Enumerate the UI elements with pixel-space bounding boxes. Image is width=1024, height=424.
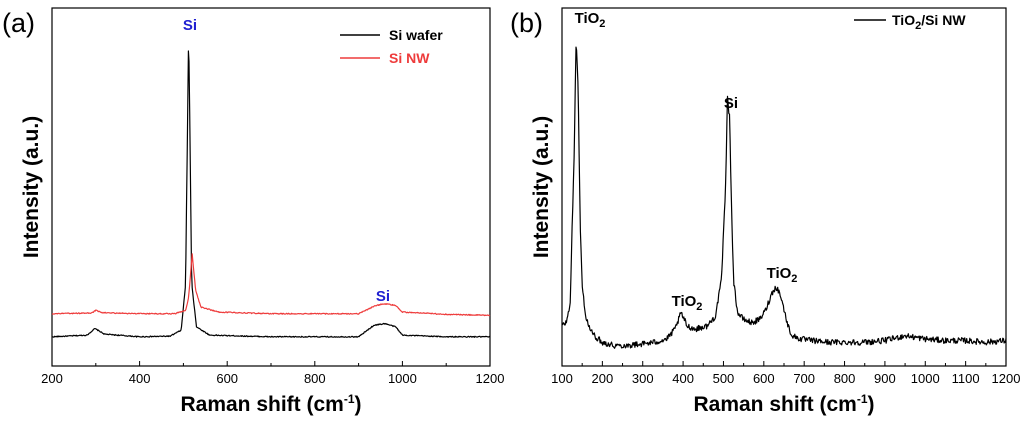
x-axis-title-b: Raman shift (cm-1) <box>693 392 874 416</box>
x-axis-title-a: Raman shift (cm-1) <box>180 392 361 416</box>
series-group-b <box>561 46 1007 349</box>
y-axis-title-a: Intensity (a.u.) <box>20 116 43 258</box>
x-tick-label: 1200 <box>992 371 1021 386</box>
peak-annotation-tio2: TiO2 <box>767 265 798 285</box>
series-line-si-wafer <box>51 50 491 338</box>
x-tick-label: 900 <box>874 371 896 386</box>
x-tick-label: 1200 <box>476 371 505 386</box>
x-ticks-b <box>561 361 1007 366</box>
x-ticks-a <box>51 361 491 366</box>
x-tick-label: 400 <box>672 371 694 386</box>
x-tick-label: 300 <box>632 371 654 386</box>
legend-label-si-wafer: Si wafer <box>389 27 443 43</box>
peak-annotation: Si <box>183 17 197 34</box>
legend-label-tio2-si-nw: TiO2/Si NW <box>892 12 966 32</box>
legend-a: Si wafer Si NW <box>340 27 443 66</box>
x-tick-label: 1100 <box>952 371 980 386</box>
x-tick-label: 400 <box>129 371 151 386</box>
peak-annotation-si: Si <box>724 95 738 112</box>
x-tick-labels-b: 100 200 300 400 500 600 700 800 900 1000… <box>551 371 1020 386</box>
x-tick-label: 200 <box>592 371 614 386</box>
x-tick-label: 800 <box>304 371 326 386</box>
x-tick-labels-a: 200 400 600 800 1000 1200 <box>41 371 504 386</box>
peak-annotation-tio2: TiO2 <box>672 293 703 313</box>
x-tick-label: 100 <box>551 371 573 386</box>
legend-label-si-nw: Si NW <box>389 50 430 66</box>
panel-b: (b) 100 200 300 400 500 600 700 800 900 … <box>510 7 1020 416</box>
x-tick-label: 500 <box>713 371 735 386</box>
x-tick-label: 1000 <box>388 371 417 386</box>
peak-annotation-tio2: TiO2 <box>575 10 606 30</box>
x-tick-label: 700 <box>793 371 815 386</box>
x-tick-label: 800 <box>834 371 856 386</box>
legend-b: TiO2/Si NW <box>854 12 966 32</box>
x-tick-label: 600 <box>216 371 238 386</box>
series-line-tio2-si-nw <box>561 46 1007 349</box>
series-line-si-nw <box>51 253 491 317</box>
panel-label-b: (b) <box>510 8 543 38</box>
series-group-a <box>51 50 491 338</box>
panel-label-a: (a) <box>2 8 35 38</box>
x-tick-label: 200 <box>41 371 63 386</box>
x-tick-label: 600 <box>753 371 775 386</box>
x-tick-label: 1000 <box>911 371 940 386</box>
y-axis-title-b: Intensity (a.u.) <box>530 116 553 258</box>
peak-annotation: Si <box>376 288 390 305</box>
panel-a: (a) 200 400 600 800 1000 1200 Raman shif… <box>2 7 504 416</box>
